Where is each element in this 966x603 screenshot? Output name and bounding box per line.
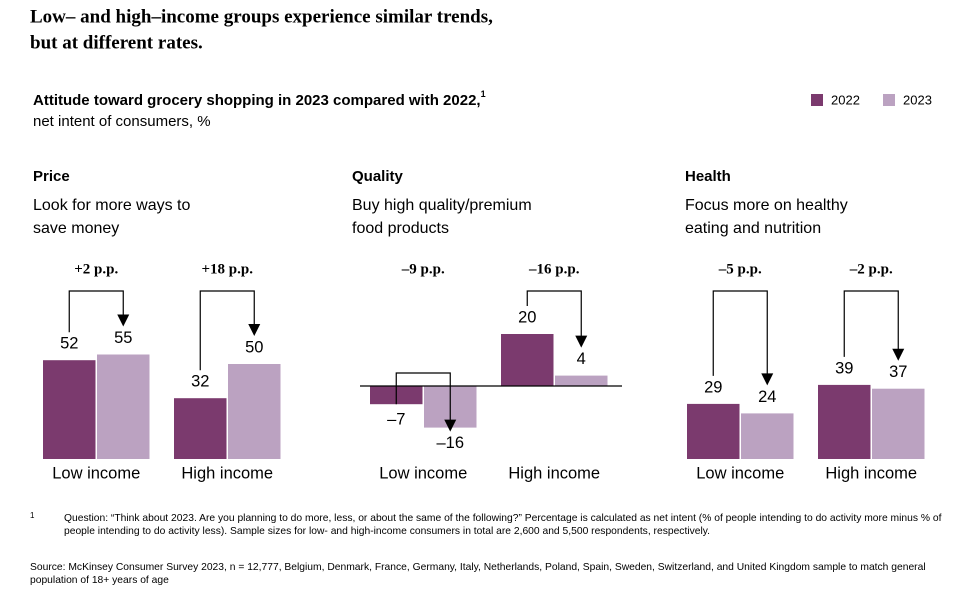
value-label: 37 — [889, 363, 907, 381]
panel-subtitle: food products — [352, 220, 449, 237]
annotation: +2 p.p. — [74, 261, 118, 277]
value-label: 4 — [577, 350, 586, 368]
bar — [741, 413, 794, 459]
value-label: 52 — [60, 335, 78, 353]
subtitle: Attitude toward grocery shopping in 2023… — [33, 89, 486, 109]
connector — [68, 290, 124, 333]
arrow-head — [248, 324, 261, 336]
panel-title: Health — [685, 168, 731, 185]
panel-subtitle: eating and nutrition — [685, 220, 821, 237]
source: Source: McKinsey Consumer Survey 2023, n… — [30, 562, 926, 586]
x-tick-label: Low income — [696, 464, 784, 482]
x-tick-label: High income — [825, 464, 917, 482]
legend-swatch — [811, 94, 823, 106]
connector — [712, 290, 768, 382]
x-tick-label: High income — [508, 464, 600, 482]
panel-subtitle: Buy high quality/premium — [352, 197, 532, 214]
title-line: but at different rates. — [30, 32, 203, 53]
legend-label: 2023 — [903, 92, 932, 107]
value-label: 20 — [518, 308, 536, 326]
value-label: 55 — [114, 329, 132, 347]
panel-subtitle: Look for more ways to — [33, 197, 191, 214]
value-label: 32 — [191, 373, 209, 391]
legend-label: 2022 — [831, 92, 860, 107]
panel-subtitle: Focus more on healthy — [685, 197, 848, 214]
subtitle-text: Attitude toward grocery shopping in 2023… — [33, 92, 481, 109]
chart: Low– and high–income groups experience s… — [30, 6, 932, 482]
connector — [199, 290, 255, 371]
annotation: +18 p.p. — [202, 261, 254, 277]
bar — [818, 384, 871, 459]
bar — [97, 354, 150, 459]
x-tick-label: Low income — [379, 464, 467, 482]
annotation: –5 p.p. — [718, 261, 762, 277]
bar — [687, 403, 740, 459]
arrow-head — [444, 419, 457, 432]
bar — [501, 334, 554, 386]
value-label: –7 — [387, 411, 405, 429]
bar — [174, 398, 227, 459]
title-line: Low– and high–income groups experience s… — [30, 6, 493, 27]
arrow-head — [575, 335, 588, 348]
connector — [395, 372, 451, 428]
legend-swatch — [883, 94, 895, 106]
value-label: 50 — [245, 338, 263, 356]
footnote-marker: 1 — [30, 511, 35, 520]
value-label: 39 — [835, 359, 853, 377]
arrow-head — [761, 373, 774, 386]
annotation: –2 p.p. — [849, 261, 893, 277]
arrow-head — [892, 348, 905, 361]
value-label: –16 — [436, 434, 464, 452]
panel-subtitle: save money — [33, 220, 119, 237]
annotation: –16 p.p. — [528, 261, 580, 277]
subtitle-note: 1 — [481, 89, 486, 99]
bar — [555, 375, 608, 386]
footnote: Question: “Think about 2023. Are you pla… — [64, 513, 942, 537]
panel-title: Quality — [352, 168, 404, 185]
unit-label: net intent of consumers, % — [33, 113, 211, 130]
x-tick-label: Low income — [52, 464, 140, 482]
annotation: –9 p.p. — [401, 261, 445, 277]
panel-title: Price — [33, 168, 70, 185]
bar — [43, 360, 96, 459]
value-label: 29 — [704, 378, 722, 396]
x-tick-label: High income — [181, 464, 273, 482]
arrow-head — [117, 314, 130, 327]
value-label: 24 — [758, 388, 776, 406]
connector — [843, 290, 899, 357]
bar — [228, 364, 281, 459]
connector — [526, 290, 582, 344]
bar — [872, 388, 925, 459]
